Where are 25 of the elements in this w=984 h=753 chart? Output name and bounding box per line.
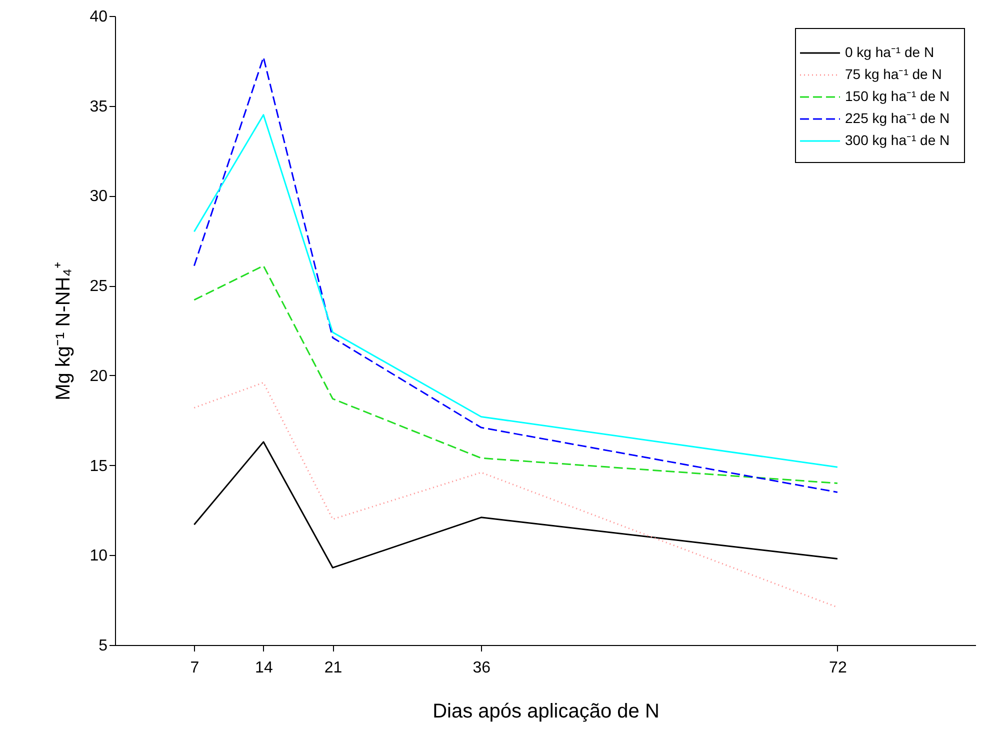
line-series: [193, 265, 838, 484]
x-tick-label: 7: [190, 660, 200, 676]
line-series: [193, 114, 838, 468]
legend-label: 0 kg ha⁻¹ de N: [845, 44, 934, 60]
legend-label: 75 kg ha⁻¹ de N: [845, 66, 942, 82]
y-tick-label: 15: [90, 458, 108, 475]
line-series: [193, 56, 838, 493]
y-tick-label: 20: [90, 368, 108, 385]
y-tick-label: 35: [90, 98, 108, 116]
x-tick-label: 36: [472, 660, 491, 676]
legend-label: 300 kg ha⁻¹ de N: [845, 132, 950, 148]
line-series: [193, 382, 838, 608]
x-tick-label: 72: [829, 660, 847, 676]
x-tick-label: 14: [255, 660, 273, 676]
y-tick-label: 40: [90, 8, 108, 26]
y-axis-title: Mg kg⁻¹ N-NH₄⁺: [52, 262, 75, 400]
legend-label: 150 kg ha⁻¹ de N: [845, 88, 950, 104]
legend-label: 225 kg ha⁻¹ de N: [845, 110, 950, 126]
y-tick-label: 10: [90, 548, 108, 565]
y-tick-label: 30: [90, 188, 108, 206]
x-tick-label: 21: [324, 660, 342, 676]
y-tick-label: 5: [98, 638, 108, 654]
y-tick-label: 25: [90, 278, 108, 296]
x-axis-title: Dias após aplicação de N: [432, 700, 660, 722]
line-series: [193, 441, 838, 568]
